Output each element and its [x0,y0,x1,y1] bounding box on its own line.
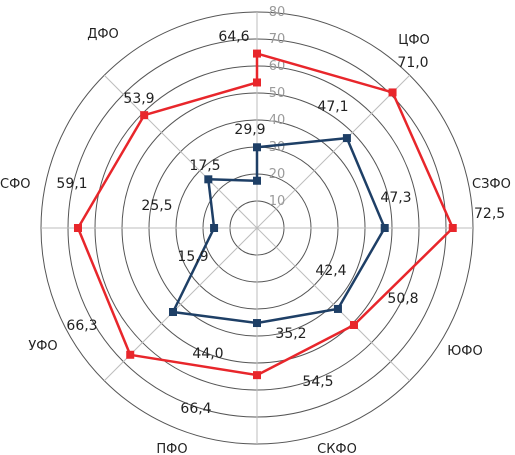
data-point [342,134,351,143]
value-label: 35,2 [275,326,306,342]
grid-spoke [103,74,258,229]
r-tick-label: 50 [269,86,286,101]
value-label: 72,5 [474,206,505,222]
data-point [253,319,261,328]
value-label: 17,5 [189,158,220,174]
data-point [388,88,397,97]
data-point [140,111,149,120]
value-label: 53,9 [123,91,154,107]
series-1 [73,49,457,380]
category-label: ЦФО [398,33,430,48]
r-ticks: 10 20 30 40 50 60 70 80 [269,5,286,209]
data-point [448,224,457,232]
data-point [333,304,342,313]
r-tick-label: 20 [269,167,286,182]
value-label: 29,9 [234,122,265,138]
data-point [253,176,261,185]
data-point [204,175,213,184]
r-tick-label: 40 [269,113,286,128]
data-point [126,350,135,359]
value-label: 59,1 [56,176,87,192]
category-label: СЗФО [472,177,511,192]
value-label: 47,3 [380,190,411,206]
value-label: 71,0 [397,55,428,71]
r-tick-label: 30 [269,140,286,155]
r-tick-label: 10 [269,194,286,209]
data-point [253,371,261,380]
series-line [171,136,386,325]
category-label: ДФО [87,27,119,42]
data-point [253,78,261,87]
data-point [210,224,219,232]
value-label: 25,5 [141,198,172,214]
category-label: ЮФО [447,344,482,359]
value-label: 44,0 [192,346,223,362]
value-label: 66,4 [180,401,211,417]
series-line [76,52,455,377]
value-label: 15,9 [177,249,208,265]
category-label: ПФО [156,442,187,455]
series-2 [168,134,389,328]
category-label: СКФО [317,442,357,455]
grid-spoke [256,227,411,382]
r-tick-label: 70 [269,32,286,47]
r-tick-label: 80 [269,5,286,20]
data-point [253,49,261,58]
r-tick-label: 60 [269,59,286,74]
value-label: 47,1 [317,99,348,115]
category-label: УФО [28,339,57,354]
category-label: СФО [0,177,31,192]
value-label: 50,8 [387,291,418,307]
data-point [168,308,177,317]
value-label: 66,3 [66,318,97,334]
value-label: 42,4 [315,263,346,279]
data-point [73,224,82,232]
data-point [380,224,389,232]
data-point [349,320,358,329]
data-point [253,143,261,152]
grid-spoke [256,74,411,229]
value-label: 54,5 [302,374,333,390]
value-label: 64,6 [218,29,249,45]
